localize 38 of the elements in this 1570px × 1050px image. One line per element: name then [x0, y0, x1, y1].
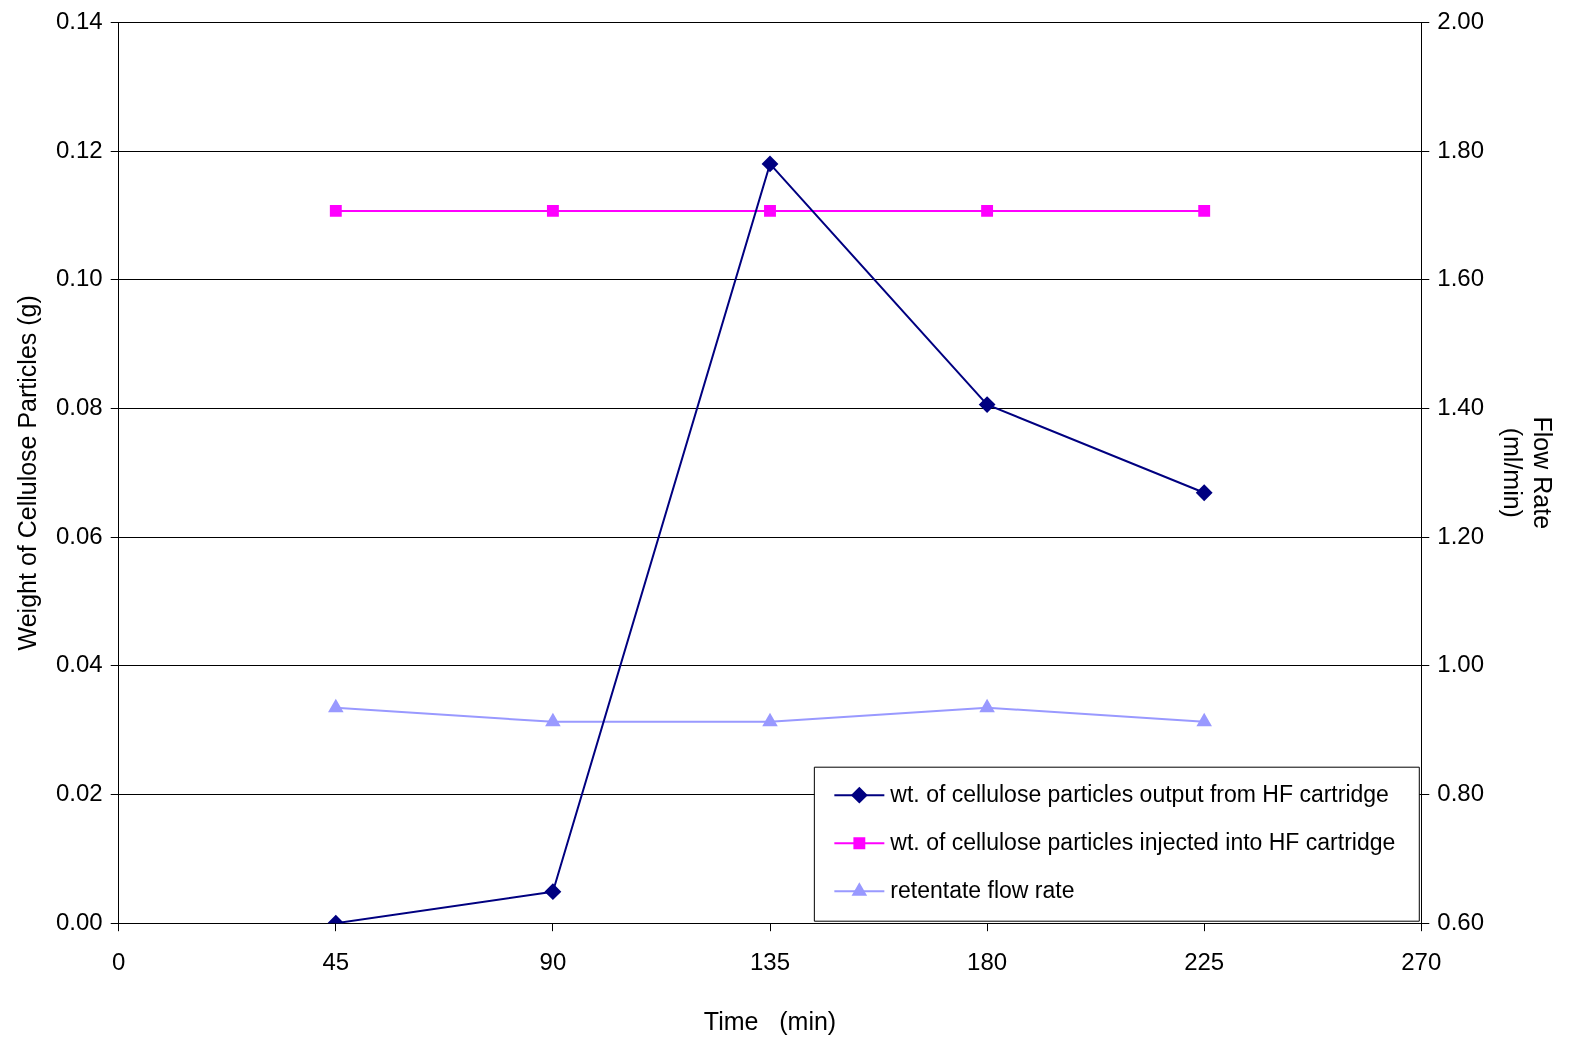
- x-tick-label: 0: [112, 948, 126, 976]
- point: [1196, 484, 1213, 501]
- y-tick-label: 0.00: [55, 907, 103, 935]
- y-tick-label: 0.06: [55, 521, 103, 549]
- point: [981, 204, 994, 217]
- x-tick-label: 225: [1184, 948, 1225, 976]
- y-tick-label: 0.02: [55, 779, 103, 807]
- y2-tick-label: 1.80: [1437, 135, 1485, 163]
- x-tick-label: 180: [967, 948, 1008, 976]
- y-tick-label: 0.14: [55, 7, 103, 35]
- point: [1198, 204, 1211, 217]
- legend-label: retentate flow rate: [890, 876, 1075, 903]
- y-tick-label: 0.04: [55, 650, 103, 678]
- x-tick-label: 270: [1401, 948, 1442, 976]
- point: [979, 396, 996, 413]
- x-tick-label: 135: [749, 948, 791, 976]
- y2-tick-label: 1.00: [1437, 650, 1485, 678]
- point: [329, 204, 342, 217]
- y2-tick-label: 0.60: [1437, 907, 1485, 935]
- legend-label: wt. of cellulose particles output from HF cartridge: [889, 780, 1389, 807]
- x-tick-label: 45: [322, 948, 350, 976]
- x-tick-label: 90: [539, 948, 567, 976]
- y2-tick-label: 0.80: [1437, 779, 1485, 807]
- y-axis-title: Weight of Cellulose Particles (g): [12, 295, 41, 651]
- y-tick-label: 0.12: [55, 135, 103, 163]
- point: [544, 883, 561, 900]
- point: [764, 204, 776, 217]
- point: [762, 155, 778, 172]
- y2-axis-title: Flow Rate (ml/min): [1499, 416, 1558, 530]
- y2-tick-label: 2.00: [1437, 7, 1485, 35]
- x-axis-title: Time (min): [703, 1006, 837, 1035]
- y-tick-label: 0.10: [55, 264, 103, 292]
- y2-tick-label: 1.20: [1437, 521, 1485, 549]
- legend-label: wt. of cellulose particles injected into HF cartridge: [889, 828, 1396, 855]
- point: [546, 204, 559, 217]
- y-tick-label: 0.08: [55, 393, 103, 421]
- y2-tick-label: 1.40: [1437, 393, 1485, 421]
- y2-tick-label: 1.60: [1437, 264, 1485, 292]
